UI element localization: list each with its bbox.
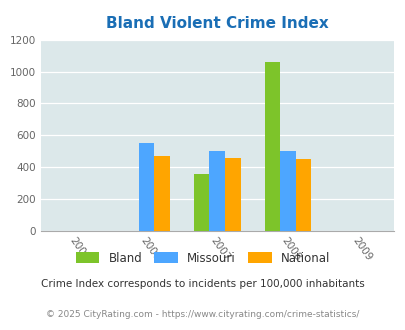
Bar [194, 174, 209, 231]
Bar [209, 151, 224, 231]
Bar [139, 143, 154, 231]
Bar [295, 159, 310, 231]
Text: Crime Index corresponds to incidents per 100,000 inhabitants: Crime Index corresponds to incidents per… [41, 279, 364, 289]
Bar [224, 158, 240, 231]
Bar [279, 151, 295, 231]
Bar [154, 156, 169, 231]
Text: © 2025 CityRating.com - https://www.cityrating.com/crime-statistics/: © 2025 CityRating.com - https://www.city… [46, 310, 359, 319]
Bar [264, 62, 279, 231]
Legend: Bland, Missouri, National: Bland, Missouri, National [71, 247, 334, 269]
Title: Bland Violent Crime Index: Bland Violent Crime Index [106, 16, 328, 31]
